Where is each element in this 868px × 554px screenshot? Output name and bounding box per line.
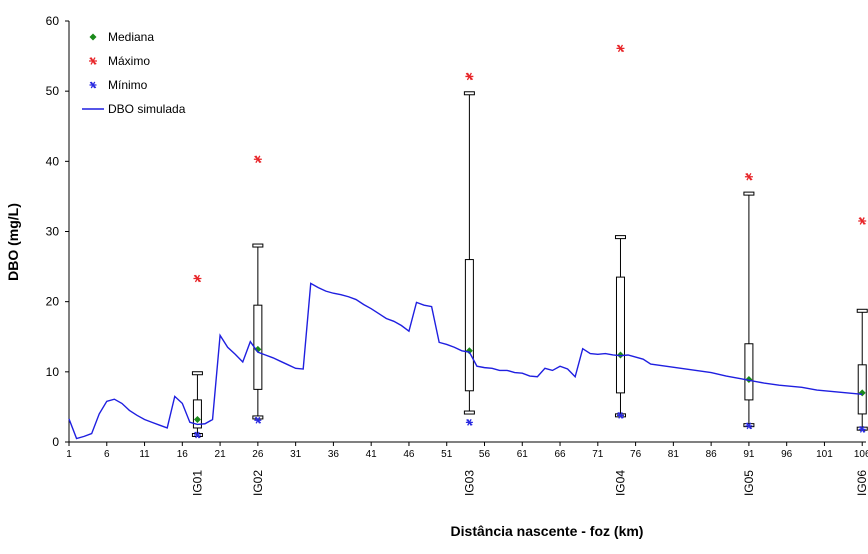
y-tick-label: 0: [52, 435, 59, 449]
whisker-cap: [191, 371, 203, 376]
x-tick-label: 31: [290, 449, 302, 460]
extreme-marker: [465, 418, 473, 426]
whisker-cap: [463, 91, 475, 96]
x-tick-label: 106: [854, 449, 868, 460]
box: [192, 399, 202, 429]
whisker-cap: [252, 243, 264, 248]
x-tick-label: 36: [328, 449, 340, 460]
x-tick-label: 101: [816, 449, 833, 460]
legend-marker: [89, 57, 97, 65]
x-tick-label: 46: [403, 449, 415, 460]
x-tick-label: 21: [215, 449, 227, 460]
whisker-cap: [614, 235, 626, 240]
x-tick-label: 26: [252, 449, 264, 460]
legend-label: Máximo: [108, 54, 150, 68]
extreme-marker: [254, 416, 262, 424]
station-label: IG02: [251, 470, 265, 496]
legend-marker: [89, 81, 97, 89]
extreme-marker: [616, 411, 624, 419]
whisker-cap: [743, 191, 755, 196]
y-tick-label: 60: [46, 14, 60, 28]
x-tick-label: 71: [592, 449, 604, 460]
x-tick-label: 86: [706, 449, 718, 460]
extreme-marker: [858, 217, 867, 225]
x-tick-label: 41: [366, 449, 378, 460]
box: [857, 364, 867, 415]
x-tick-label: 1: [66, 449, 72, 460]
legend-label: DBO simulada: [108, 102, 186, 116]
y-axis-title: DBO (mg/L): [5, 203, 21, 281]
x-tick-label: 11: [139, 449, 150, 460]
extreme-marker: [745, 422, 753, 430]
simulated-line: [68, 282, 863, 440]
station-label: IG04: [613, 470, 627, 496]
median-marker: [193, 416, 201, 424]
x-axis-title: Distância nascente - foz (km): [451, 523, 644, 539]
box: [744, 343, 754, 401]
x-tick-label: 76: [630, 449, 642, 460]
x-tick-label: 91: [743, 449, 755, 460]
whisker-cap: [463, 410, 475, 415]
median-marker: [254, 345, 262, 353]
x-tick-label: 96: [781, 449, 793, 460]
extreme-marker: [465, 72, 474, 81]
x-tick-label: 56: [479, 449, 491, 460]
whisker-cap: [856, 308, 868, 313]
extreme-marker: [193, 431, 201, 439]
x-tick-label: 51: [441, 449, 453, 460]
y-tick-label: 40: [46, 154, 60, 168]
box: [615, 276, 625, 394]
extreme-marker: [744, 172, 753, 181]
station-label: IG03: [462, 470, 476, 496]
y-tick-label: 30: [46, 225, 60, 239]
station-label: IG01: [190, 470, 204, 496]
y-tick-label: 50: [46, 84, 60, 98]
box: [464, 259, 474, 392]
x-tick-label: 66: [554, 449, 566, 460]
x-tick-label: 6: [104, 449, 110, 460]
station-label: IG06: [855, 470, 868, 496]
station-label: IG05: [742, 470, 756, 496]
x-tick-label: 81: [668, 449, 680, 460]
x-tick-label: 61: [517, 449, 529, 460]
extreme-marker: [616, 44, 625, 53]
y-tick-label: 20: [46, 295, 60, 309]
x-tick-label: 16: [177, 449, 189, 460]
legend-marker: [89, 33, 97, 41]
whisker-cap: [252, 415, 264, 420]
y-tick-label: 10: [46, 365, 60, 379]
legend-label: Mínimo: [108, 78, 148, 92]
legend-label: Mediana: [108, 30, 154, 44]
extreme-marker: [253, 155, 262, 164]
extreme-marker: [858, 426, 866, 433]
extreme-marker: [193, 274, 202, 283]
